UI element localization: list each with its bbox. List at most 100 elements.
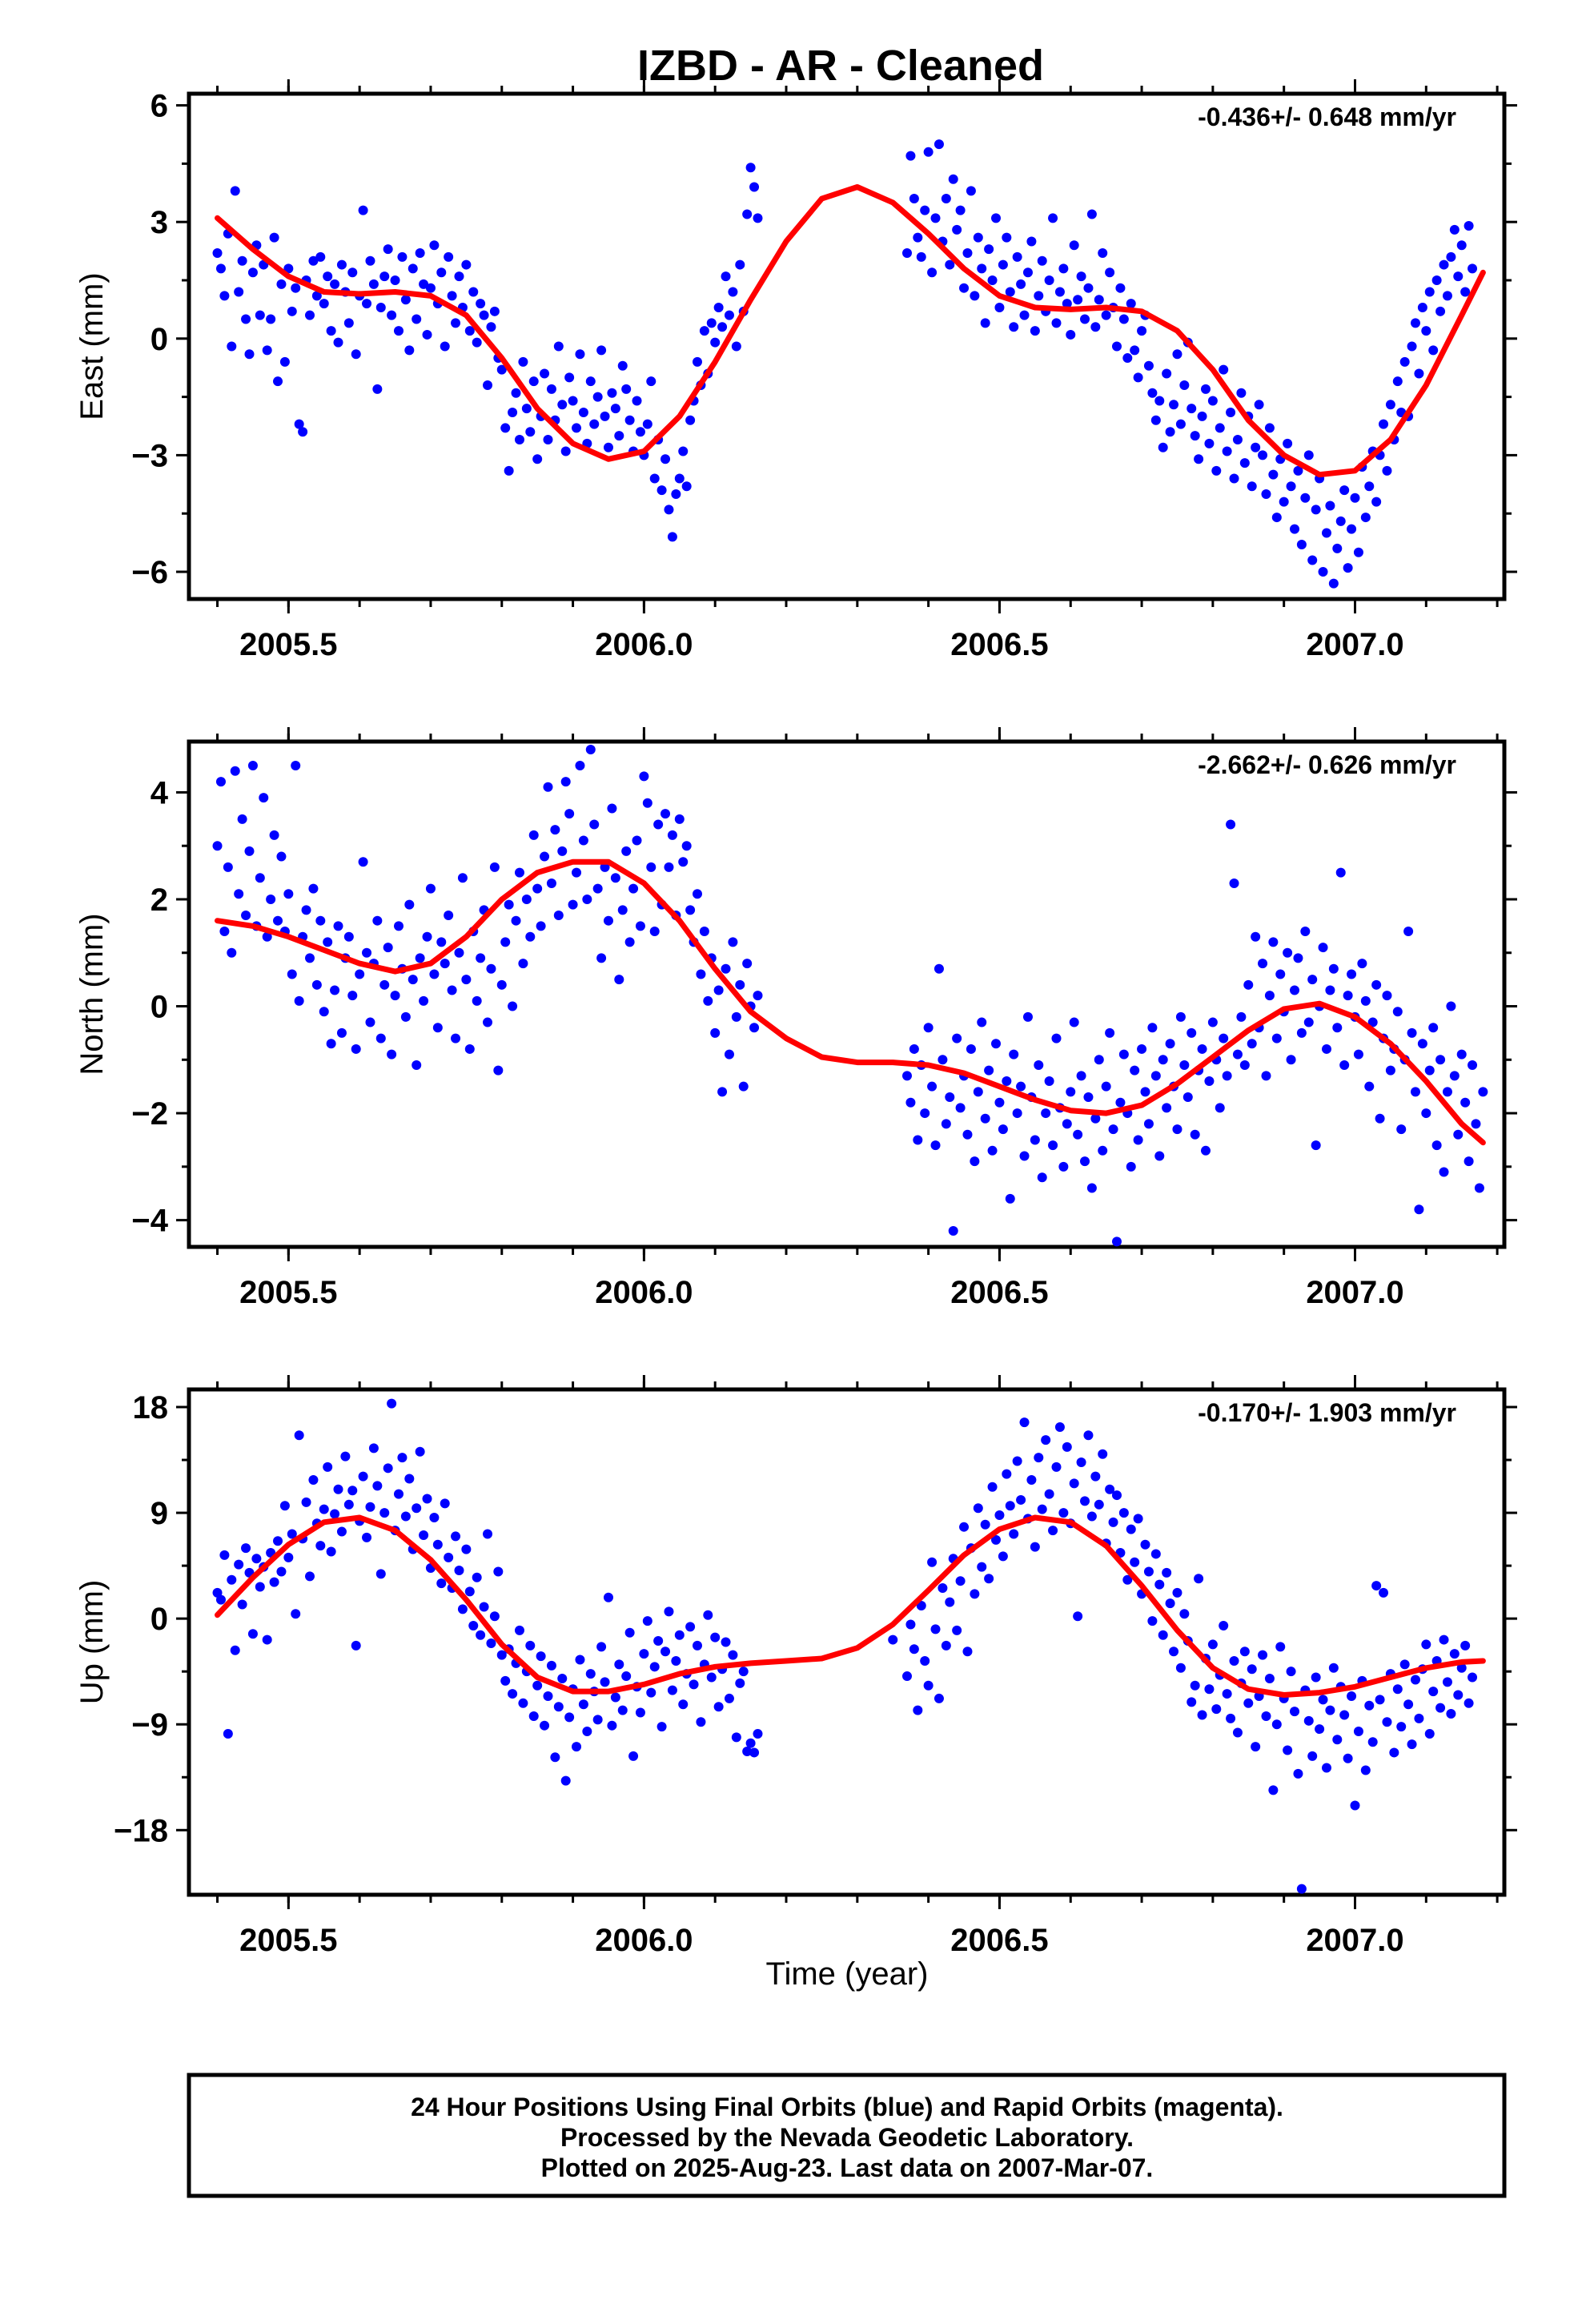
east-data-point <box>546 384 556 394</box>
east-data-point <box>362 299 372 309</box>
east-data-point <box>368 279 379 289</box>
north-data-point <box>681 841 692 851</box>
east-data-point <box>390 275 400 285</box>
east-data-point <box>333 337 343 348</box>
north-data-point <box>920 1108 930 1119</box>
up-data-point <box>901 1671 912 1682</box>
north-data-point <box>1460 1097 1471 1108</box>
north-data-point <box>440 959 450 969</box>
north-data-point <box>1140 1087 1150 1097</box>
east-data-point <box>1296 540 1307 550</box>
up-data-point <box>308 1474 319 1485</box>
east-data-point <box>753 213 763 223</box>
east-data-point <box>483 380 493 391</box>
east-data-point <box>1130 345 1140 356</box>
east-data-point <box>642 419 652 429</box>
up-data-point <box>536 1651 546 1662</box>
north-data-point <box>496 979 507 990</box>
north-data-point <box>934 963 944 974</box>
east-data-point <box>635 427 645 437</box>
up-data-point <box>1364 1700 1375 1711</box>
up-data-point <box>404 1474 415 1484</box>
north-data-point <box>1118 1049 1129 1059</box>
east-data-point <box>1347 524 1357 534</box>
up-plot-frame <box>187 1387 1507 1897</box>
east-data-point <box>1464 221 1474 231</box>
up-data-point <box>745 1738 756 1748</box>
east-data-point <box>1311 505 1321 515</box>
up-data-point <box>888 1634 898 1645</box>
up-data-point <box>375 1569 386 1579</box>
east-data-point <box>1431 275 1442 285</box>
up-data-point <box>1041 1435 1051 1445</box>
up-data-point <box>483 1529 493 1539</box>
up-data-point <box>472 1572 482 1582</box>
north-data-point <box>1353 1049 1363 1059</box>
up-data-point <box>365 1502 375 1512</box>
east-data-point <box>1318 567 1328 577</box>
east-data-point <box>1048 213 1058 223</box>
north-data-point <box>1226 819 1236 830</box>
up-data-point <box>276 1566 287 1577</box>
east-data-point <box>525 427 536 437</box>
up-data-point <box>671 1655 681 1666</box>
up-data-point <box>1428 1687 1439 1697</box>
north-data-point <box>362 947 372 958</box>
east-data-point <box>440 341 450 352</box>
north-data-point <box>1347 969 1357 979</box>
north-data-point <box>351 1043 361 1054</box>
north-data-point <box>1239 1059 1250 1070</box>
east-y-tick-label: 0 <box>151 322 168 357</box>
up-data-point <box>661 1647 671 1657</box>
north-data-point <box>1367 1017 1378 1027</box>
north-data-point <box>1286 1055 1296 1065</box>
north-data-point <box>358 857 368 867</box>
up-data-point <box>241 1543 251 1554</box>
up-data-point <box>653 1636 664 1647</box>
up-data-point <box>1464 1698 1474 1708</box>
north-data-point <box>600 862 610 872</box>
north-data-point <box>592 883 603 894</box>
east-data-point <box>1215 423 1225 433</box>
up-data-point <box>1375 1695 1385 1705</box>
up-data-point <box>1090 1471 1101 1482</box>
north-data-point <box>1090 1113 1101 1124</box>
north-data-point <box>1417 1039 1427 1049</box>
up-data-point <box>543 1691 553 1702</box>
north-data-point <box>1328 963 1339 974</box>
east-data-point <box>255 310 265 320</box>
up-data-point <box>1439 1634 1449 1645</box>
north-data-point <box>336 1027 347 1038</box>
up-data-point <box>1318 1695 1328 1705</box>
up-data-point <box>1339 1710 1350 1720</box>
north-data-point <box>1066 1087 1076 1097</box>
up-data-point <box>528 1711 539 1721</box>
east-data-point <box>1417 302 1427 312</box>
north-data-point <box>500 937 511 947</box>
up-data-point <box>572 1742 582 1752</box>
up-data-point <box>301 1497 311 1507</box>
up-data-point <box>749 1747 760 1758</box>
up-data-point <box>713 1702 724 1712</box>
up-data-point <box>372 1481 383 1491</box>
up-data-point <box>451 1531 461 1542</box>
up-data-point <box>610 1692 620 1703</box>
east-data-point <box>1076 271 1086 282</box>
east-data-point <box>916 251 926 262</box>
up-data-point <box>1002 1469 1012 1479</box>
up-data-point <box>1222 1689 1232 1699</box>
up-data-point <box>486 1638 496 1648</box>
east-data-point <box>980 318 990 328</box>
east-data-point <box>508 408 518 418</box>
north-data-point <box>355 969 365 979</box>
up-data-point <box>1414 1713 1424 1723</box>
east-data-point <box>311 291 322 301</box>
east-data-point <box>1016 279 1026 289</box>
up-data-point <box>340 1451 351 1462</box>
north-data-point <box>749 1023 760 1033</box>
east-data-point <box>1392 376 1403 387</box>
east-data-point <box>1118 314 1129 324</box>
up-data-point <box>429 1512 440 1522</box>
north-data-point <box>1371 979 1382 990</box>
north-data-point <box>1392 1007 1403 1017</box>
